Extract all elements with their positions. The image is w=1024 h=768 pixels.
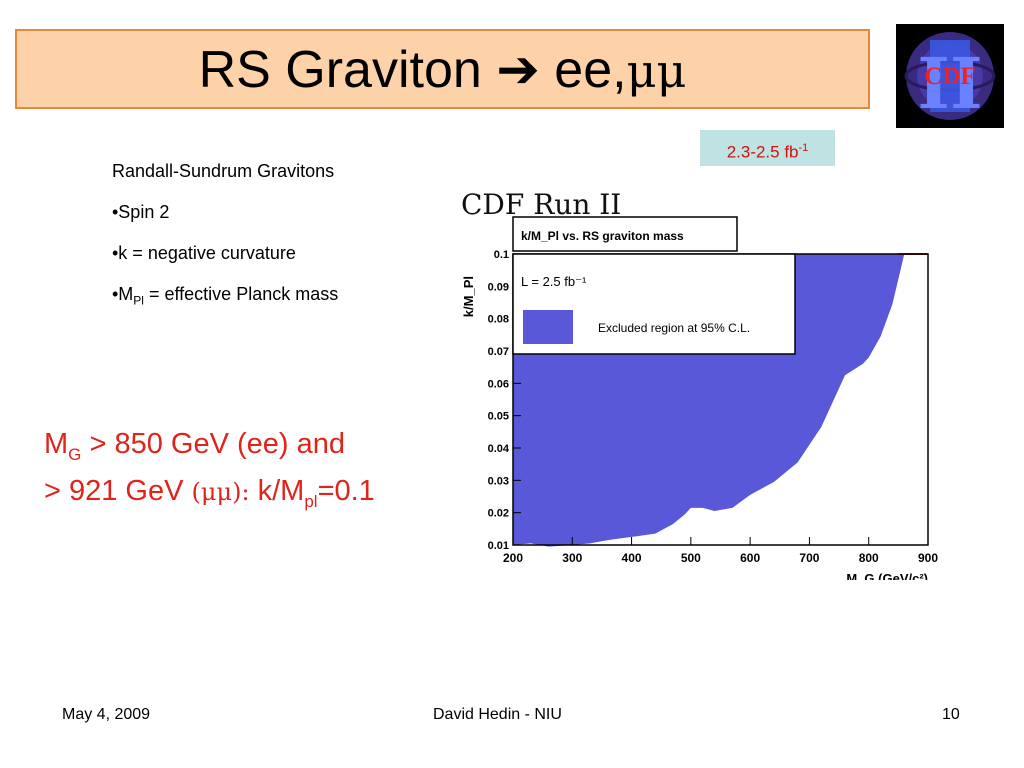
chart-title: CDF Run II bbox=[461, 188, 621, 221]
legend-label: Excluded region at 95% C.L. bbox=[598, 321, 750, 335]
result-ee-limit: > 850 GeV (ee) and bbox=[81, 428, 345, 460]
y-axis-label: k/M_Pl bbox=[461, 276, 476, 317]
planck-prefix: •M bbox=[112, 284, 134, 304]
x-tick-label: 300 bbox=[562, 551, 582, 565]
result-line-1: MG > 850 GeV (ee) and bbox=[44, 426, 375, 473]
result-mumu: (μμ): bbox=[191, 477, 250, 506]
footer-date: May 4, 2009 bbox=[62, 706, 151, 723]
y-tick-label: 0.04 bbox=[488, 443, 510, 455]
slide-title: RS Graviton ➔ ee,μμ bbox=[17, 40, 868, 101]
luminosity-label: 2.3-2.5 fb bbox=[726, 142, 799, 162]
planck-sub: Pl bbox=[133, 293, 144, 308]
bullet-planck: •MPl = effective Planck mass bbox=[112, 274, 338, 322]
result-m: M bbox=[44, 428, 69, 460]
title-box: RS Graviton ➔ ee,μμ bbox=[15, 29, 870, 109]
y-tick-label: 0.07 bbox=[488, 346, 509, 358]
subtitle-box bbox=[512, 216, 738, 252]
x-tick-label: 500 bbox=[681, 551, 701, 565]
x-tick-label: 600 bbox=[740, 551, 760, 565]
y-tick-label: 0.09 bbox=[488, 281, 509, 293]
logo-cdf-text: CDF bbox=[924, 63, 975, 90]
luminosity-exponent: -1 bbox=[798, 142, 809, 154]
footer-page-number: 10 bbox=[942, 706, 960, 723]
title-text: RS Graviton bbox=[198, 41, 497, 99]
cdf-logo: II CDF bbox=[896, 24, 1004, 128]
x-tick-label: 800 bbox=[859, 551, 879, 565]
footer-author: David Hedin - NIU bbox=[433, 706, 562, 723]
y-tick-label: 0.08 bbox=[488, 314, 509, 326]
legend-swatch bbox=[523, 310, 573, 344]
result-mumu-limit: > 921 GeV bbox=[44, 474, 192, 507]
result-text: MG > 850 GeV (ee) and > 921 GeV (μμ): k/… bbox=[44, 426, 375, 520]
y-tick-label: 0.1 bbox=[494, 249, 509, 261]
y-tick-label: 0.05 bbox=[488, 411, 509, 423]
chart-subtitle: k/M_Pl vs. RS graviton mass bbox=[521, 229, 684, 243]
y-tick-label: 0.06 bbox=[488, 378, 509, 390]
result-sub-pl: pl bbox=[304, 491, 318, 511]
bullet-curvature: •k = negative curvature bbox=[112, 243, 296, 263]
y-tick-label: 0.01 bbox=[488, 540, 509, 552]
y-tick-label: 0.02 bbox=[488, 508, 509, 520]
bullet-spin: •Spin 2 bbox=[112, 202, 170, 222]
result-line-2: > 921 GeV (μμ): k/Mpl=0.1 bbox=[44, 473, 375, 520]
x-tick-label: 400 bbox=[622, 551, 642, 565]
y-tick-label: 0.03 bbox=[488, 475, 509, 487]
exclusion-plot: CDF Run II 200 300 400 500 600 700 800 900 0.01 0.… bbox=[461, 188, 938, 580]
result-value: =0.1 bbox=[317, 474, 375, 507]
result-kmpl: k/M bbox=[249, 474, 305, 507]
legend-luminosity: L = 2.5 fb⁻¹ bbox=[521, 274, 587, 289]
logo-roman: II bbox=[917, 42, 983, 125]
x-tick-label: 700 bbox=[799, 551, 819, 565]
arrow-icon: ➔ bbox=[496, 41, 540, 99]
x-tick-label: 200 bbox=[503, 551, 523, 565]
title-mumu: μμ bbox=[626, 44, 687, 98]
title-ee: ee, bbox=[539, 41, 627, 99]
luminosity-badge: 2.3-2.5 fb-1 bbox=[700, 130, 835, 166]
result-sub-g: G bbox=[68, 444, 82, 464]
bullet-list: Randall-Sundrum Gravitons •Spin 2 •k = n… bbox=[112, 151, 338, 322]
x-tick-label: 900 bbox=[918, 551, 938, 565]
x-axis-label: M_G (GeV/c²) bbox=[846, 571, 928, 580]
planck-suffix: = effective Planck mass bbox=[143, 284, 339, 304]
bullet-heading: Randall-Sundrum Gravitons bbox=[112, 161, 335, 181]
